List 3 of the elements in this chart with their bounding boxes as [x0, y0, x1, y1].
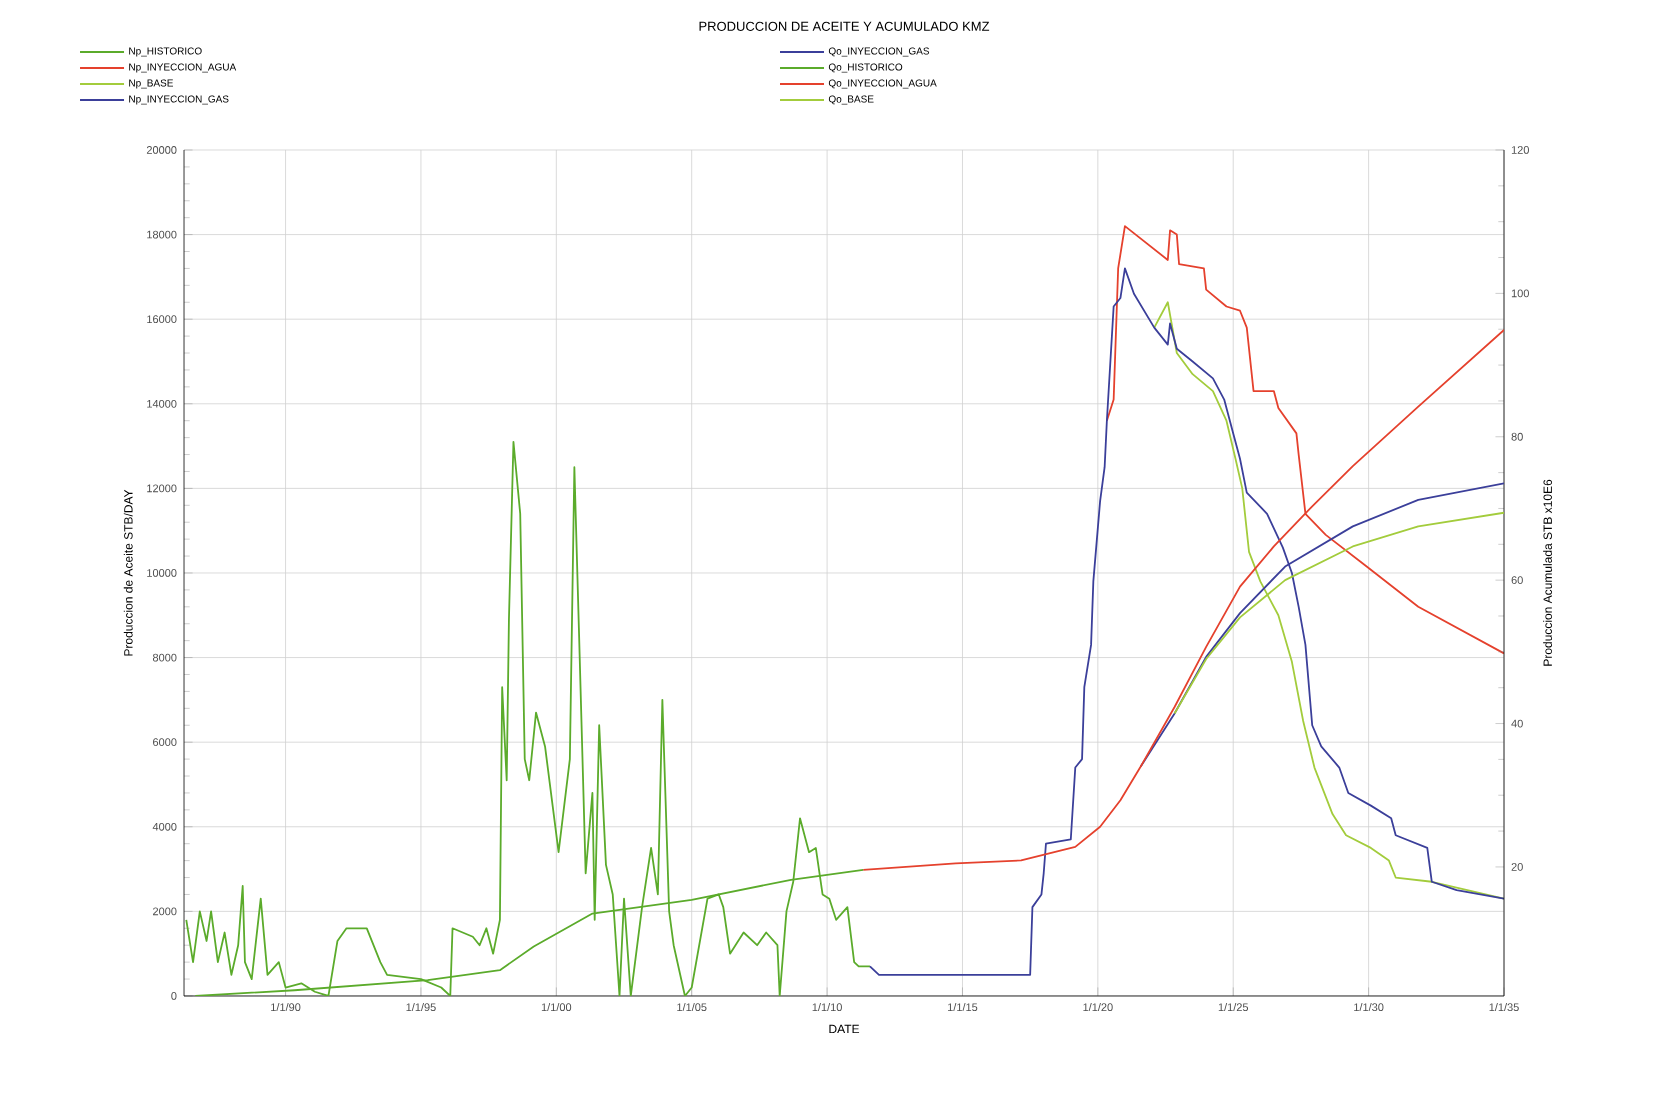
line-series — [1153, 301, 1504, 900]
line-series — [185, 440, 871, 996]
line-series — [869, 267, 1504, 976]
